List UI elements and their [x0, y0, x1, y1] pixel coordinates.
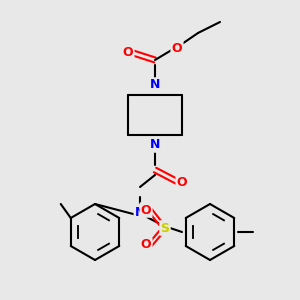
Text: S: S: [160, 221, 169, 235]
Text: O: O: [141, 238, 151, 251]
Text: N: N: [135, 206, 145, 218]
Text: O: O: [141, 203, 151, 217]
Text: O: O: [172, 41, 182, 55]
Text: O: O: [123, 46, 133, 59]
Text: O: O: [177, 176, 187, 188]
Text: N: N: [150, 139, 160, 152]
Text: N: N: [150, 79, 160, 92]
